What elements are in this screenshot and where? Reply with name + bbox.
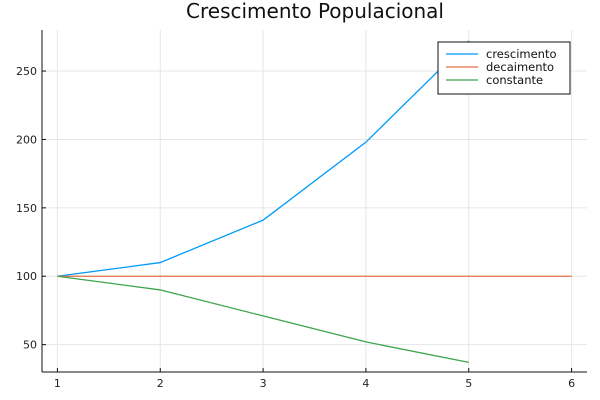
- y-tick-label-1: 100: [16, 270, 37, 283]
- series-line-crescimento: [57, 40, 470, 277]
- grid: [42, 30, 587, 372]
- x-tick-label-5: 6: [568, 377, 575, 390]
- series-line-constante: [57, 275, 469, 364]
- x-tick-label-1: 2: [157, 377, 164, 390]
- legend-box: [437, 41, 571, 95]
- series-layer: [57, 40, 572, 364]
- y-tick-label-2: 150: [16, 202, 37, 215]
- tick-labels: 1 2 3 4 5 6 50 100 150 200 250: [16, 65, 575, 390]
- chart-title: Crescimento Populacional: [186, 0, 444, 23]
- y-tick-label-0: 50: [23, 339, 37, 352]
- x-tick-label-0: 1: [54, 377, 61, 390]
- x-tick-label-4: 5: [465, 377, 472, 390]
- y-tick-label-3: 200: [16, 133, 37, 146]
- x-tick-label-2: 3: [260, 377, 267, 390]
- legend-label-constante: constante: [486, 73, 543, 87]
- axes: [41, 30, 587, 373]
- legend-label-decaimento: decaimento: [486, 60, 554, 74]
- y-tick-label-4: 250: [16, 65, 37, 78]
- x-tick-label-3: 4: [362, 377, 369, 390]
- legend-label-crescimento: crescimento: [486, 47, 557, 61]
